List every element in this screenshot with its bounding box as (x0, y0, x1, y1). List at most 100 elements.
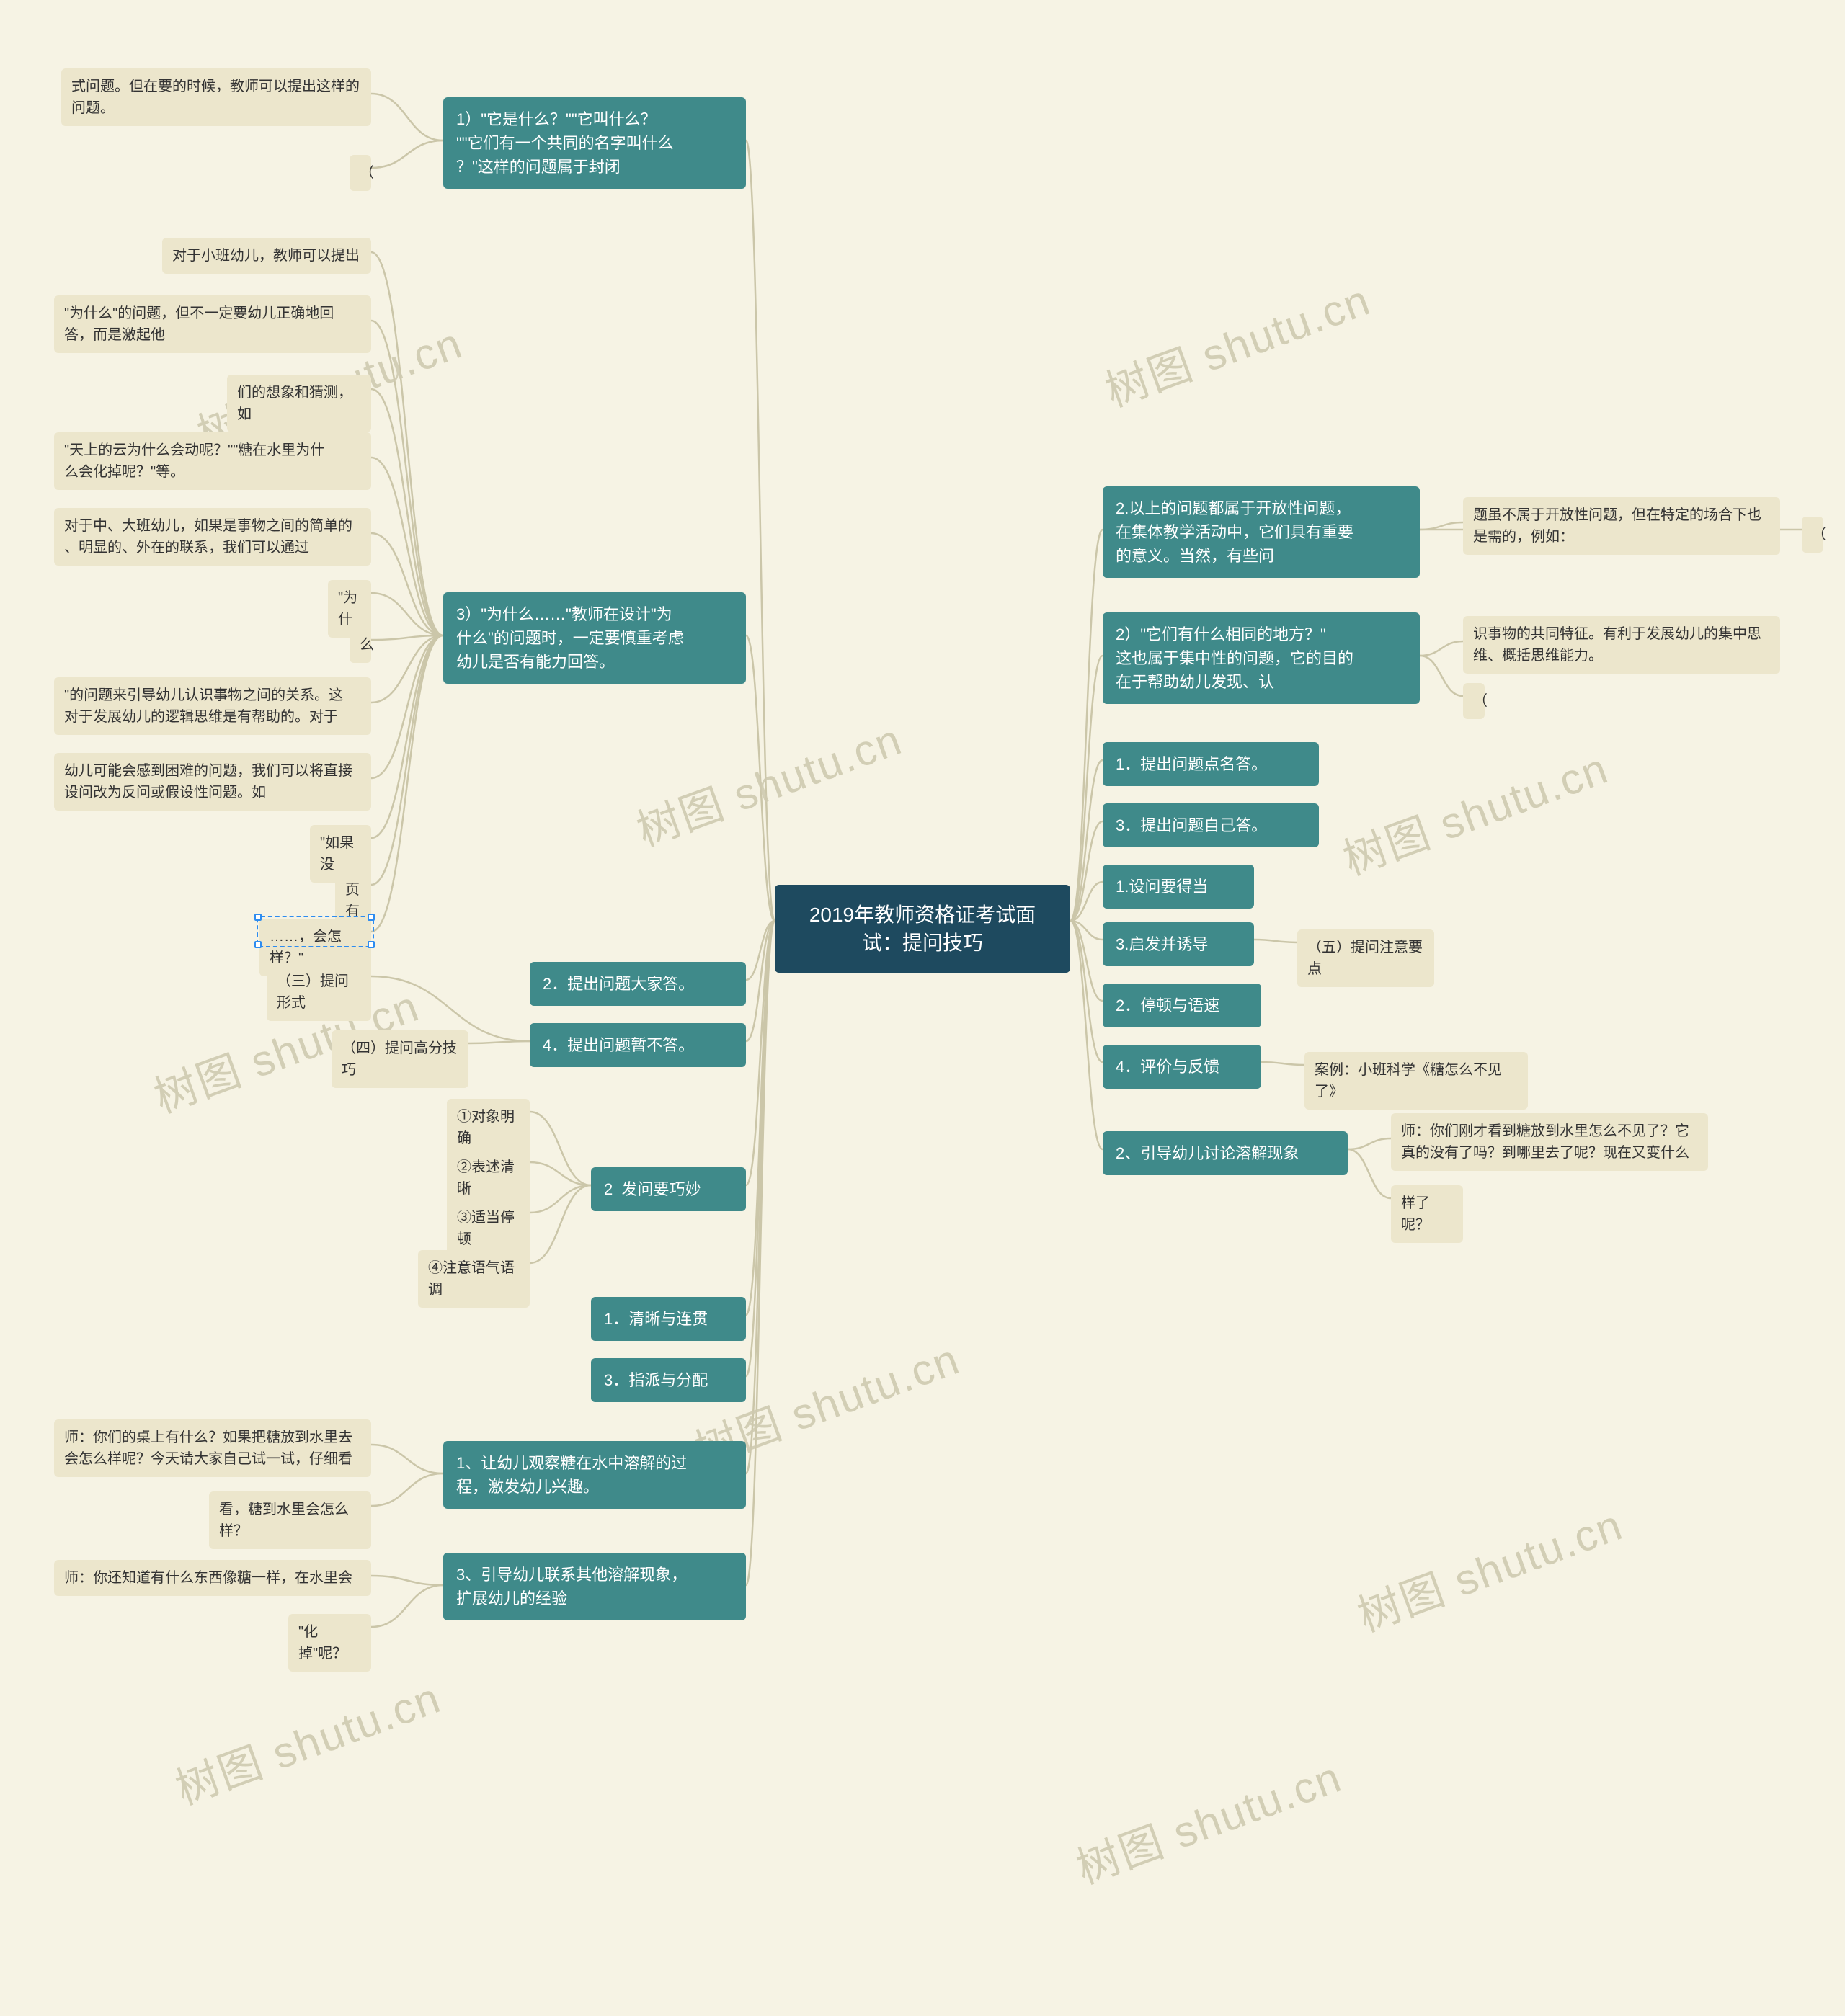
edge (746, 921, 775, 1315)
edge (1261, 1062, 1304, 1065)
edge (746, 921, 775, 1473)
edge (371, 635, 443, 885)
mindmap-node[interactable]: "的问题来引导幼儿认识事物之间的关系。这 对于发展幼儿的逻辑思维是有帮助的。对于 (54, 677, 371, 735)
mindmap-node[interactable]: "为什么"的问题，但不一定要幼儿正确地回 答，而是激起他 (54, 295, 371, 353)
mindmap-node[interactable]: 幼儿可能会感到困难的问题，我们可以将直接 设问改为反问或假设性问题。如 (54, 753, 371, 811)
watermark: 树图 shutu.cn (627, 705, 910, 859)
mindmap-node[interactable]: 识事物的共同特征。有利于发展幼儿的集中思 维、概括思维能力。 (1463, 616, 1780, 674)
edge (1420, 522, 1463, 530)
edge (1070, 882, 1103, 921)
edge (746, 921, 775, 980)
mindmap-node[interactable]: 3．提出问题自己答。 (1103, 803, 1319, 847)
selection-handle[interactable] (368, 941, 375, 948)
edge (1070, 530, 1103, 921)
edge (371, 1576, 443, 1585)
mindmap-node[interactable]: 么 (350, 627, 371, 663)
mindmap-canvas: 树图 shutu.cn 树图 shutu.cn 树图 shutu.cn 树图 shut… (0, 0, 1845, 2016)
edge (371, 635, 443, 640)
mindmap-node[interactable]: 2.以上的问题都属于开放性问题， 在集体教学活动中，它们具有重要 的意义。当然，… (1103, 486, 1420, 578)
edge (371, 458, 443, 635)
edge (1070, 921, 1103, 940)
edge (371, 593, 443, 635)
edge (746, 921, 775, 1376)
mindmap-node[interactable]: 师：你还知道有什么东西像糖一样，在水里会 (54, 1560, 371, 1596)
mindmap-node[interactable]: 1、让幼儿观察糖在水中溶解的过 程，激发幼儿兴趣。 (443, 1441, 746, 1509)
mindmap-node[interactable]: 案例：小班科学《糖怎么不见了》 (1304, 1052, 1528, 1110)
edge (371, 635, 443, 838)
mindmap-node[interactable]: （ (350, 155, 371, 191)
edge (371, 635, 443, 778)
watermark: 树图 shutu.cn (1333, 733, 1616, 888)
edge (746, 921, 775, 1185)
edge (371, 1473, 443, 1506)
mindmap-node[interactable]: 对于小班幼儿，教师可以提出 (162, 238, 371, 274)
mindmap-node[interactable]: "化掉"呢？ (288, 1614, 371, 1672)
mindmap-node[interactable]: 们的想象和猜测，如 (227, 375, 371, 432)
mindmap-node[interactable]: 2019年教师资格证考试面 试：提问技巧 (775, 885, 1070, 973)
mindmap-node[interactable]: ②表述清晰 (447, 1149, 530, 1207)
edge (530, 1185, 591, 1263)
mindmap-node[interactable]: ③适当停顿 (447, 1200, 530, 1257)
mindmap-node[interactable]: 师：你们的桌上有什么？如果把糖放到水里去 会怎么样呢？今天请大家自己试一试，仔细… (54, 1419, 371, 1477)
mindmap-node[interactable]: 2）"它们有什么相同的地方？" 这也属于集中性的问题，它的目的 在于帮助幼儿发现… (1103, 612, 1420, 704)
edge (1348, 1149, 1391, 1198)
edge (371, 635, 443, 703)
selection-handle[interactable] (254, 914, 262, 921)
mindmap-node[interactable]: ④注意语气语调 (418, 1250, 530, 1308)
mindmap-node[interactable]: 师：你们刚才看到糖放到水里怎么不见了？它 真的没有了吗？到哪里去了呢？现在又变什… (1391, 1113, 1708, 1171)
mindmap-node[interactable]: 对于中、大班幼儿，如果是事物之间的简单的 、明显的、外在的联系，我们可以通过 (54, 508, 371, 566)
mindmap-node[interactable]: （四）提问高分技巧 (332, 1030, 468, 1088)
watermark: 树图 shutu.cn (1348, 1490, 1630, 1644)
mindmap-node[interactable]: 3）"为什么……"教师在设计"为 什么"的问题时，一定要慎重考虑 幼儿是否有能力… (443, 592, 746, 684)
mindmap-node[interactable]: 样了呢？ (1391, 1185, 1463, 1243)
edge (1070, 821, 1103, 921)
mindmap-node[interactable]: 2、引导幼儿讨论溶解现象 (1103, 1131, 1348, 1175)
mindmap-node[interactable]: 2 发问要巧妙 (591, 1167, 746, 1211)
selection-handle[interactable] (254, 941, 262, 948)
edge (371, 1445, 443, 1473)
edge (371, 141, 443, 168)
mindmap-node[interactable]: 式问题。但在要的时候，教师可以提出这样的 问题。 (61, 68, 371, 126)
mindmap-node[interactable]: （ (1802, 517, 1823, 553)
mindmap-node[interactable]: "天上的云为什么会动呢？""糖在水里为什 么会化掉呢？"等。 (54, 432, 371, 490)
mindmap-node[interactable]: （ (1463, 683, 1485, 719)
edge (746, 921, 775, 1585)
selection-handle[interactable] (368, 914, 375, 921)
mindmap-node[interactable]: 1．提出问题点名答。 (1103, 742, 1319, 786)
edge (530, 1112, 591, 1185)
mindmap-node[interactable]: 2．停顿与语速 (1103, 984, 1261, 1027)
mindmap-node[interactable]: 题虽不属于开放性问题，但在特定的场合下也 是需的，例如： (1463, 497, 1780, 555)
mindmap-node[interactable]: 1．清晰与连贯 (591, 1297, 746, 1341)
edge (1420, 656, 1463, 696)
edge (371, 321, 443, 635)
edge (1070, 656, 1103, 921)
edge (1420, 641, 1463, 656)
edge (1070, 921, 1103, 1001)
edge (1070, 760, 1103, 921)
mindmap-node[interactable]: 3．指派与分配 (591, 1358, 746, 1402)
mindmap-node[interactable]: （五）提问注意要点 (1297, 929, 1434, 987)
mindmap-node[interactable]: 4．提出问题暂不答。 (530, 1023, 746, 1067)
mindmap-node[interactable]: （三）提问形式 (267, 963, 371, 1021)
mindmap-node[interactable]: 1）"它是什么？""它叫什么？ ""它们有一个共同的名字叫什么 ？"这样的问题属… (443, 97, 746, 189)
mindmap-node[interactable]: ①对象明确 (447, 1099, 530, 1156)
edge (1070, 921, 1103, 1149)
edge (371, 94, 443, 141)
watermark: 树图 shutu.cn (1095, 265, 1378, 419)
edge (371, 252, 443, 635)
edge (746, 141, 775, 921)
edge (746, 921, 775, 1041)
edge (530, 1162, 591, 1185)
mindmap-node[interactable]: 1.设问要得当 (1103, 865, 1254, 909)
watermark: 树图 shutu.cn (1067, 1742, 1349, 1896)
edge (371, 389, 443, 635)
edge (530, 1185, 591, 1213)
mindmap-node[interactable]: 2．提出问题大家答。 (530, 962, 746, 1006)
edge (371, 635, 443, 932)
mindmap-node[interactable]: 3.启发并诱导 (1103, 922, 1254, 966)
edge (1348, 1138, 1391, 1149)
mindmap-node[interactable]: 3、引导幼儿联系其他溶解现象， 扩展幼儿的经验 (443, 1553, 746, 1620)
mindmap-node[interactable]: 4．评价与反馈 (1103, 1045, 1261, 1089)
mindmap-node[interactable]: 看，糖到水里会怎么样？ (209, 1491, 371, 1549)
edge (371, 1585, 443, 1627)
